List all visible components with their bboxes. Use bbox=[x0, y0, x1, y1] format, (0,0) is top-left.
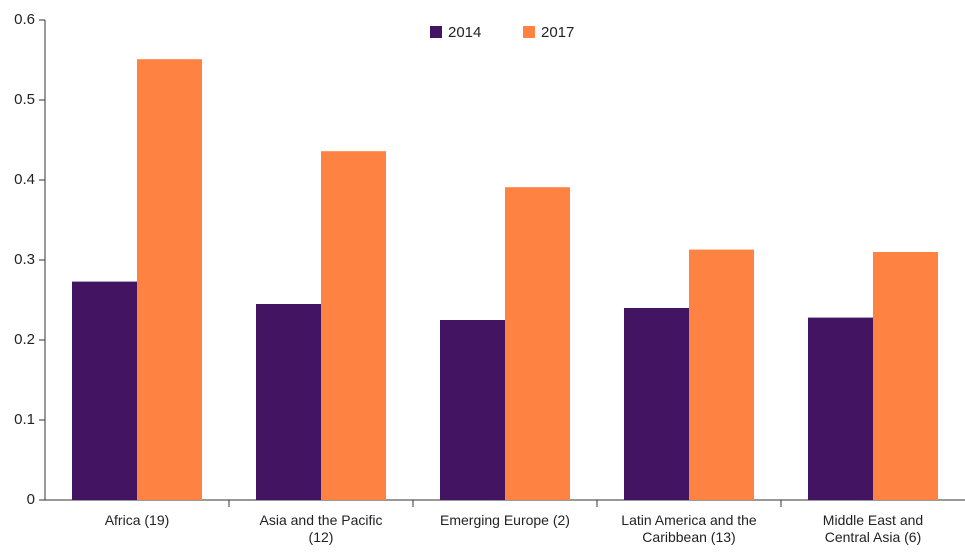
bar bbox=[72, 281, 137, 500]
x-tick-label: Emerging Europe (2) bbox=[440, 512, 570, 528]
y-tick-label: 0.4 bbox=[14, 171, 35, 188]
bar bbox=[440, 320, 505, 500]
bar bbox=[505, 187, 570, 500]
legend-label: 2014 bbox=[448, 24, 481, 41]
legend-label: 2017 bbox=[541, 24, 574, 41]
bar bbox=[873, 252, 938, 500]
y-tick-label: 0.1 bbox=[14, 411, 35, 428]
legend-swatch bbox=[430, 26, 442, 38]
bar bbox=[808, 317, 873, 500]
y-tick-label: 0.3 bbox=[14, 251, 35, 268]
y-tick-label: 0 bbox=[27, 491, 35, 508]
bar bbox=[321, 151, 386, 500]
y-tick-label: 0.5 bbox=[14, 91, 35, 108]
x-tick-label: Africa (19) bbox=[104, 512, 170, 528]
bar bbox=[689, 249, 754, 500]
bar bbox=[624, 308, 689, 500]
x-tick-label: Middle East and Central Asia (6) bbox=[822, 512, 924, 545]
x-tick-label: Asia and the Pacific (12) bbox=[259, 512, 383, 545]
bar bbox=[256, 304, 321, 500]
y-tick-label: 0.6 bbox=[14, 11, 35, 28]
x-tick-label: Latin America and the Caribbean (13) bbox=[621, 512, 757, 545]
bar bbox=[137, 59, 202, 500]
legend-swatch bbox=[523, 26, 535, 38]
y-tick-label: 0.2 bbox=[14, 331, 35, 348]
